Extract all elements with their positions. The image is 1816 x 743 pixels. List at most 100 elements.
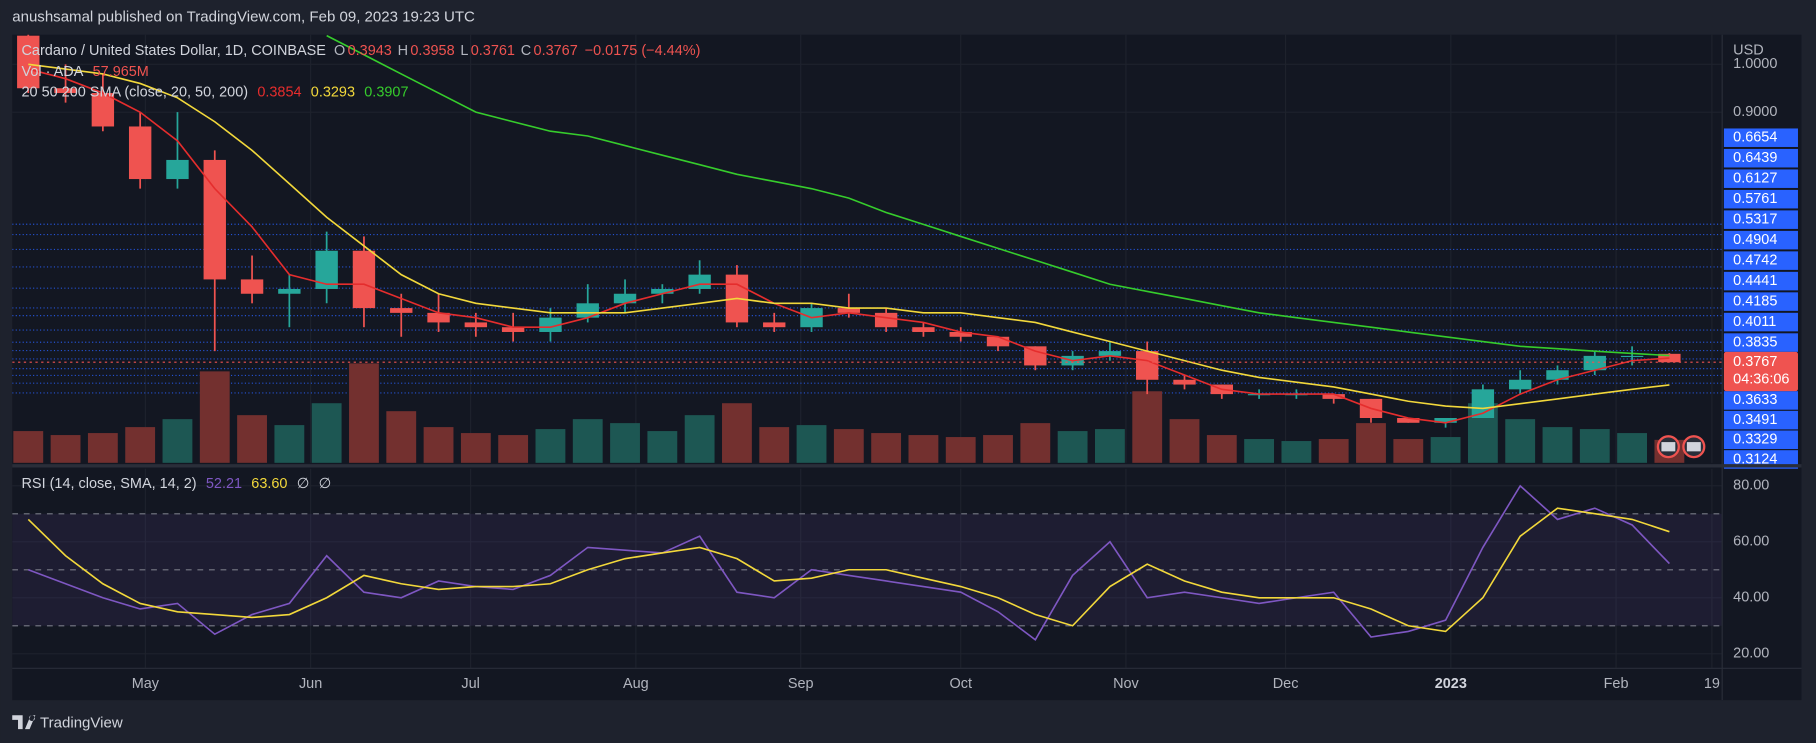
level-label: 0.3633: [1733, 392, 1777, 408]
x-tick-label: Nov: [1113, 676, 1139, 692]
level-label-box: [1723, 430, 1798, 450]
level-label: 0.3491: [1733, 412, 1777, 428]
close-value: 0.3767: [534, 43, 578, 59]
candle-body: [1136, 351, 1159, 380]
grid: [12, 34, 1722, 668]
volume-bar: [1542, 427, 1573, 463]
volume-bar: [1020, 423, 1051, 463]
level-label-box: [1723, 410, 1798, 430]
flag-icon: [1686, 442, 1701, 452]
level-label: 0.3835: [1733, 334, 1777, 350]
volume-bar: [1094, 429, 1125, 463]
level-label-box: [1723, 391, 1798, 410]
volume-bar: [423, 427, 454, 463]
indicator-name: RSI (14, close, SMA, 14, 2): [21, 476, 196, 492]
volume-bar: [50, 435, 81, 463]
ohlc-label: H: [398, 43, 408, 59]
x-tick-label: Oct: [949, 676, 971, 692]
candle-body: [1620, 355, 1644, 358]
x-tick-label: Sep: [788, 676, 814, 692]
volume-bar: [87, 433, 118, 463]
level-label-box: [1723, 128, 1798, 147]
candle-body: [390, 308, 413, 313]
publisher: anushsamal published on TradingView.com,…: [12, 8, 475, 25]
y-tick-label: 0.9000: [1733, 104, 1777, 120]
volume-name: Vol · ADA: [21, 64, 83, 80]
level-label-box: [1723, 210, 1798, 229]
rsi-sma-value: 63.60: [251, 476, 287, 492]
x-tick-label: Aug: [623, 676, 649, 692]
candle-body: [315, 250, 338, 289]
volume-bar: [684, 415, 715, 463]
volume-bar: [1505, 419, 1536, 463]
volume-bar: [311, 403, 342, 463]
sma-value: 0.3293: [311, 84, 355, 100]
level-label: 0.4904: [1733, 232, 1777, 248]
volume-bar: [1356, 423, 1386, 463]
candle-body: [17, 35, 40, 89]
volume-bar: [647, 431, 678, 463]
flag-icon: [1661, 442, 1676, 452]
candle-body: [763, 322, 786, 328]
y-tick-label: 20.00: [1733, 646, 1769, 662]
candle-body: [1397, 418, 1420, 423]
level-label: 0.6127: [1733, 171, 1777, 187]
candle-body: [576, 303, 599, 318]
sma-value: 0.3854: [257, 84, 301, 100]
candle-body: [278, 288, 301, 294]
volume-bar: [237, 415, 267, 463]
volume-bar: [796, 425, 827, 463]
candle-body: [203, 159, 226, 280]
candle-body: [912, 327, 935, 332]
level-label: 0.5761: [1733, 191, 1777, 207]
level-label: 0.4185: [1733, 293, 1777, 309]
level-label-box: [1723, 333, 1798, 352]
sma-line: [326, 34, 1670, 357]
volume-bar: [759, 427, 790, 463]
candle-body: [464, 322, 488, 328]
level-label: 0.4742: [1733, 252, 1777, 268]
level-label-box: [1723, 251, 1798, 270]
brand-name: TradingView: [40, 714, 123, 731]
volume-value: 57.965M: [93, 64, 149, 80]
candle-body: [352, 250, 376, 309]
volume-bar: [125, 427, 156, 463]
price-pane: [12, 34, 1722, 463]
open-value: 0.3943: [348, 43, 392, 59]
volume-bar: [1206, 435, 1237, 463]
volume-bar: [1132, 391, 1163, 463]
candle-body: [166, 159, 189, 180]
x-tick-label: 2023: [1435, 676, 1467, 692]
na-value: ∅: [297, 476, 310, 492]
candle-body: [501, 327, 525, 332]
level-label: 0.4441: [1733, 273, 1777, 289]
high-value: 0.3958: [410, 43, 454, 59]
x-tick-label: Jun: [299, 676, 322, 692]
rsi-line: [27, 507, 1670, 633]
candle-body: [1583, 355, 1606, 371]
level-label-box: [1723, 312, 1798, 332]
volume-bar: [274, 425, 305, 463]
volume-bar: [13, 431, 44, 463]
level-label-box: [1723, 271, 1798, 291]
volume-bar: [1318, 439, 1349, 463]
level-label: 0.6439: [1733, 150, 1777, 166]
level-label: 0.5317: [1733, 211, 1777, 227]
y-tick-label: 1.0000: [1733, 56, 1777, 72]
event-flags: [1656, 435, 1706, 459]
volume-bar: [1281, 441, 1312, 463]
volume-bar: [535, 429, 566, 463]
candle-body: [91, 93, 115, 127]
countdown: 04:36:06: [1733, 371, 1789, 387]
candle-body: [1173, 379, 1196, 385]
volume-bar: [833, 429, 864, 463]
ohlc-label: O: [334, 43, 345, 59]
level-label-box: [1723, 292, 1798, 311]
level-label: 0.4011: [1733, 314, 1776, 330]
level-label-box: [1723, 230, 1798, 250]
level-label: 0.3124: [1733, 451, 1777, 467]
volume-bar: [460, 433, 491, 463]
level-label-box: [1723, 189, 1798, 209]
symbol: Cardano / United States Dollar, 1D, COIN…: [21, 43, 326, 59]
volume-legend: Vol · ADA 57.965M: [21, 64, 148, 80]
